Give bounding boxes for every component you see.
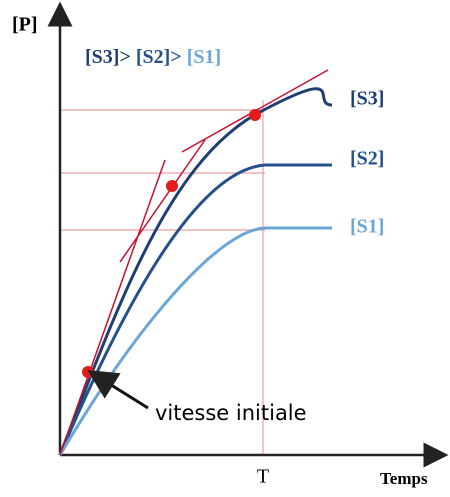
annotation: vitesse initiale: [155, 401, 307, 425]
legend-part: [S3]>: [85, 46, 131, 68]
tangents: [59, 69, 329, 456]
x-label: Temps: [380, 469, 428, 488]
curve-label: [S1]: [350, 216, 384, 238]
curve-s1: [58, 226, 332, 456]
curve-label: [S3]: [350, 88, 384, 110]
legend: [S3]> [S2]> [S1]: [85, 46, 221, 68]
legend-part: [S1]: [187, 46, 221, 68]
curve-s3: [58, 87, 333, 456]
curve-label: [S2]: [350, 148, 384, 170]
t-label: T: [257, 466, 269, 488]
guide-lines: [60, 100, 265, 455]
y-label: [P]: [12, 14, 38, 36]
arrow: [87, 370, 149, 410]
legend-part: [S2]>: [136, 46, 182, 68]
points: [82, 109, 261, 378]
